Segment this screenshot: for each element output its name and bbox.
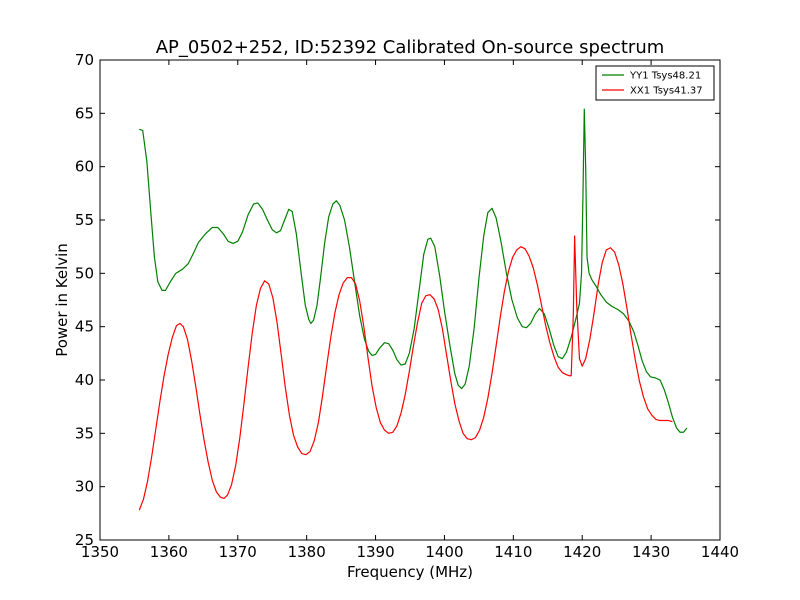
x-tick-label: 1400 bbox=[425, 543, 463, 561]
y-tick-label: 30 bbox=[75, 478, 94, 496]
y-tick-label: 50 bbox=[75, 264, 94, 282]
x-axis: 1350 1360 1370 1380 1390 1400 1410 1420 1430 1440 bbox=[81, 60, 739, 561]
y-axis: 25 30 35 40 45 50 55 60 65 70 bbox=[75, 51, 720, 549]
x-tick-label: 1390 bbox=[356, 543, 394, 561]
legend-frame bbox=[595, 65, 715, 101]
series-line-0 bbox=[139, 108, 688, 433]
series-layer bbox=[138, 108, 688, 511]
chart-title: AP_0502+252, ID:52392 Calibrated On-sour… bbox=[156, 37, 665, 58]
series-line-1 bbox=[138, 235, 673, 511]
x-tick-label: 1380 bbox=[288, 543, 326, 561]
y-tick-label: 35 bbox=[75, 424, 94, 442]
legend-label-0: YY1 Tsys48.21 bbox=[629, 71, 701, 82]
y-tick-label: 25 bbox=[75, 531, 94, 549]
x-tick-label: 1350 bbox=[81, 543, 119, 561]
y-axis-label: Power in Kelvin bbox=[53, 243, 71, 357]
x-tick-label: 1430 bbox=[632, 543, 670, 561]
x-tick-label: 1410 bbox=[494, 543, 532, 561]
y-tick-label: 65 bbox=[75, 104, 94, 122]
legend-label-1: XX1 Tsys41.37 bbox=[630, 86, 703, 97]
y-tick-label: 45 bbox=[75, 318, 94, 336]
plot-frame bbox=[99, 59, 721, 541]
y-tick-label: 60 bbox=[75, 158, 94, 176]
x-axis-label: Frequency (MHz) bbox=[347, 563, 473, 581]
x-tick-label: 1440 bbox=[701, 543, 739, 561]
y-tick-label: 70 bbox=[75, 51, 94, 69]
x-tick-label: 1360 bbox=[150, 543, 188, 561]
y-tick-label: 55 bbox=[75, 211, 94, 229]
legend[interactable]: YY1 Tsys48.21 XX1 Tsys41.37 bbox=[595, 65, 715, 101]
y-tick-label: 40 bbox=[75, 371, 94, 389]
x-tick-label: 1370 bbox=[219, 543, 257, 561]
plot-area: 1350 1360 1370 1380 1390 1400 1410 1420 1430 1440… bbox=[75, 51, 739, 561]
x-tick-label: 1420 bbox=[563, 543, 601, 561]
